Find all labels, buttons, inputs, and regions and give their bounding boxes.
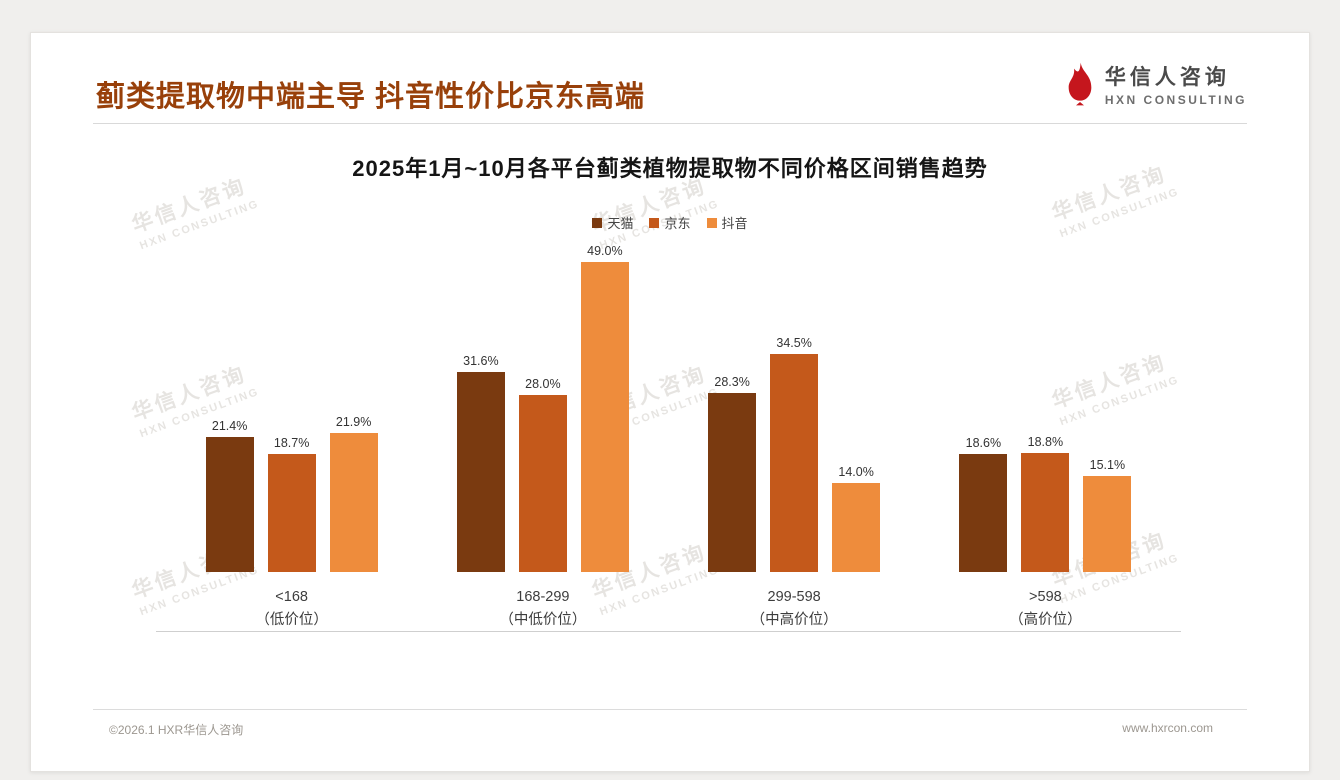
bar-wrap: 18.7% [267,436,316,573]
bar-douyin-group-1 [329,433,378,573]
bar-wrap: 15.1% [1083,458,1132,573]
logo-name-en: HXN CONSULTING [1104,93,1247,107]
bar-tianmao-group-4 [959,454,1008,573]
chart-title: 2025年1月~10月各平台蓟类植物提取物不同价格区间销售趋势 [352,156,988,181]
bar-group-3: 28.3% 34.5% 14.0% 299-598 （中高价位） [701,336,887,631]
bar-wrap: 31.6% [456,354,505,573]
bar-jingdong-group-4 [1021,453,1070,573]
header-divider [93,123,1247,124]
footer-copyright: ©2026.1 HXR华信人咨询 [109,723,244,737]
bar-wrap: 21.4% [205,419,254,573]
x-axis-label-1: <168 （低价位） [255,589,328,628]
bar-wrap: 18.6% [959,436,1008,573]
logo-text: 华信人咨询 HXN CONSULTING [1105,61,1247,107]
bar-tianmao-group-1 [205,437,254,573]
company-logo: 华信人咨询 HXN CONSULTING [1064,61,1247,107]
bar-wrap: 14.0% [832,465,881,573]
bar-tianmao-group-3 [708,393,757,573]
bar-value-label: 18.7% [273,436,310,451]
chart-legend: 天猫 京东 抖音 [31,213,1309,232]
bar-jingdong-group-1 [267,454,316,573]
footer-website: www.hxrcon.com [1122,721,1213,735]
bar-wrap: 21.9% [329,415,378,573]
flame-icon [1068,62,1092,106]
bar-value-label: 49.0% [587,244,623,259]
x-axis-label-3: 299-598 （中高价位） [750,589,838,628]
bar-group-2: 31.6% 28.0% 49.0% 168-299 （中低价位） [450,244,636,631]
bar-value-label: 18.8% [1027,435,1064,450]
logo-name-cn: 华信人咨询 [1104,66,1230,89]
legend-label: 京东 [664,216,691,231]
page-title: 蓟类提取物中端主导 抖音性价比京东高端 [96,81,646,113]
bar-wrap: 28.0% [518,377,567,573]
bar-wrap: 18.8% [1021,435,1070,573]
x-axis-label-2: 168-299 （中低价位） [499,589,587,628]
bar-group-1: 21.4% 18.7% 21.9% <168 （低价位） [199,415,385,631]
bar-value-label: 28.3% [714,375,750,390]
bar-value-label: 18.6% [965,436,1002,451]
legend-item-jingdong: 京东 [649,213,691,232]
bar-douyin-group-4 [1083,476,1132,573]
bar-value-label: 31.6% [463,354,499,369]
legend-label: 天猫 [607,216,634,231]
bar-wrap: 34.5% [770,336,819,573]
bar-jingdong-group-3 [770,354,819,573]
bar-douyin-group-2 [580,262,629,573]
bar-value-label: 34.5% [776,336,812,351]
bar-group-4: 18.6% 18.8% 15.1% >598 （高价位） [952,435,1138,631]
bar-cluster: 21.4% 18.7% 21.9% [199,415,385,573]
bar-jingdong-group-2 [518,395,567,573]
x-axis-label-4: >598 （高价位） [1009,589,1082,628]
slide-card: 华信人咨询 HXN CONSULTING 华信人咨询 HXN CONSULTING 华信… [30,32,1310,772]
bar-value-label: 15.1% [1089,458,1126,473]
bar-wrap: 28.3% [708,375,757,573]
footer-divider [93,709,1247,710]
bar-chart-plot: 21.4% 18.7% 21.9% <168 （低价位） 31.6% 28.0% 49.0% 1… [156,244,1181,632]
bar-douyin-group-3 [832,483,881,573]
bar-cluster: 31.6% 28.0% 49.0% [450,244,636,573]
bar-value-label: 21.4% [211,419,248,434]
legend-item-tianmao: 天猫 [592,213,633,232]
bar-value-label: 14.0% [838,465,874,480]
legend-swatch-jingdong [649,217,660,228]
bar-cluster: 18.6% 18.8% 15.1% [952,435,1138,573]
legend-label: 抖音 [721,216,748,231]
bar-cluster: 28.3% 34.5% 14.0% [701,336,887,573]
legend-item-douyin: 抖音 [706,213,748,232]
bar-tianmao-group-2 [456,372,505,573]
legend-swatch-douyin [706,217,717,228]
bar-wrap: 49.0% [580,244,629,573]
bar-value-label: 28.0% [525,377,561,392]
bar-value-label: 21.9% [335,415,372,430]
legend-swatch-tianmao [592,217,603,228]
